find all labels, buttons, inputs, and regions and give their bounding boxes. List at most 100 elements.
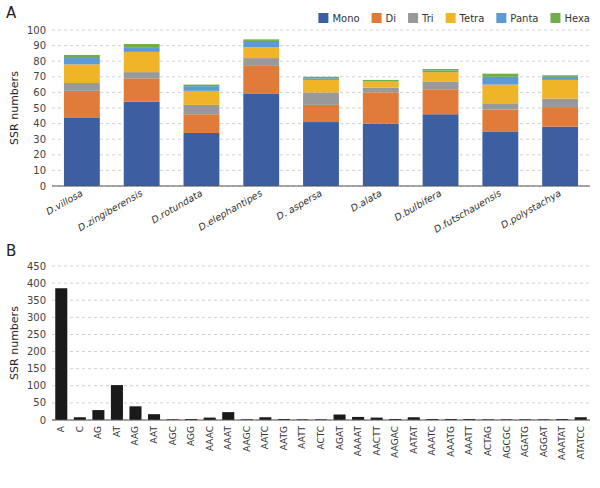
bar [111, 385, 123, 420]
bar-segment [64, 83, 100, 91]
x-tick-label: AGG [186, 426, 196, 446]
bar-segment [184, 133, 220, 186]
bar-segment [363, 80, 399, 82]
x-tick-label: AACTT [372, 426, 382, 456]
legend-swatch [372, 13, 382, 23]
grid-line [52, 351, 590, 352]
y-tick-label: 30 [33, 134, 46, 145]
grid-line [52, 368, 590, 369]
x-tick-label: D.zingiberensis [76, 187, 145, 233]
panel-label: A [6, 4, 17, 22]
bar-segment [423, 71, 459, 73]
grid-line [52, 300, 590, 301]
x-tick-label: AGC [168, 426, 178, 445]
x-tick-label: AATAT [409, 426, 419, 454]
bar-segment [303, 77, 339, 79]
x-tick-label: D.bulbifera [392, 187, 443, 223]
bar-segment [64, 55, 100, 58]
bar [129, 406, 141, 420]
x-tick-label: ACTAG [483, 426, 493, 456]
x-tick-label: D.alata [348, 187, 383, 214]
bar-segment [482, 131, 518, 186]
bar-segment [482, 103, 518, 109]
x-tick-label: AAGAC [390, 426, 400, 458]
legend-swatch [496, 13, 506, 23]
bar-segment [64, 58, 100, 64]
legend-swatch [318, 13, 328, 23]
legend-label: Tri [421, 13, 434, 24]
bar-segment [243, 41, 279, 47]
bar-segment [423, 69, 459, 71]
bar-segment [303, 105, 339, 122]
legend-label: Panta [510, 13, 538, 24]
x-tick-label: D.polystachya [499, 187, 563, 230]
y-tick-label: 90 [33, 40, 46, 51]
x-tick-label: AGCGC [502, 426, 512, 459]
y-tick-label: 250 [27, 329, 46, 340]
x-axis-line [52, 420, 590, 421]
bar-segment [124, 47, 160, 52]
bar-segment [124, 102, 160, 186]
y-tick-label: 450 [27, 261, 46, 272]
x-tick-label: AAATT [464, 425, 474, 455]
x-tick-label: D.futschauensis [432, 187, 503, 234]
bar-segment [303, 122, 339, 186]
figure: A0102030405060708090100SSR numbersD.vill… [0, 0, 600, 488]
bar-segment [243, 58, 279, 66]
x-tick-label: AAAAT [353, 426, 363, 457]
bar-segment [423, 89, 459, 114]
bar-segment [64, 117, 100, 186]
legend: Mono Di Tri Tetra Panta Hexa [318, 13, 590, 24]
bar [334, 415, 346, 420]
bar-segment [482, 74, 518, 77]
bar-segment [243, 47, 279, 58]
y-axis-label: SSR numbers [8, 306, 21, 380]
bar-segment [303, 80, 339, 92]
bar-segment [542, 80, 578, 99]
y-tick-label: 150 [27, 363, 46, 374]
y-tick-label: 10 [33, 165, 46, 176]
bar-segment [124, 52, 160, 72]
bar-segment [363, 88, 399, 93]
bar-segment [423, 114, 459, 186]
bar-segment [542, 127, 578, 186]
x-tick-label: AAATC [427, 426, 437, 456]
bar-segment [542, 108, 578, 127]
bar-segment [542, 75, 578, 77]
bar-segment [482, 110, 518, 132]
x-tick-label: AAGC [242, 426, 252, 452]
grid-line [52, 402, 590, 403]
bar-segment [64, 91, 100, 118]
y-tick-label: 200 [27, 346, 46, 357]
bar-segment [184, 86, 220, 91]
x-tick-label: C [75, 426, 85, 432]
x-tick-label: ATATCC [576, 426, 586, 459]
chart-panel: B050100150200250300350400450SSR numbersA… [6, 242, 590, 460]
y-tick-label: 100 [27, 25, 46, 36]
grid-line [52, 266, 590, 267]
x-tick-label: D.rotundata [149, 187, 204, 225]
grid-line [52, 186, 590, 187]
bar-segment [482, 77, 518, 85]
marks [55, 288, 587, 420]
x-tick-label: AAAC [205, 426, 215, 451]
y-tick-label: 40 [33, 118, 46, 129]
x-tick-label: D.elephantipes [196, 187, 264, 232]
y-tick-label: 50 [33, 103, 46, 114]
x-tick-label: D. aspersa [274, 187, 324, 222]
legend-swatch [408, 13, 418, 23]
grid-line [52, 317, 590, 318]
x-tick-label: D.villosa [44, 187, 85, 217]
legend-label: Tetra [459, 13, 485, 24]
legend-label: Di [386, 13, 396, 24]
bar-segment [243, 66, 279, 94]
legend-label: Hexa [564, 13, 590, 24]
bar-segment [303, 92, 339, 104]
bar-segment [542, 77, 578, 80]
legend-label: Mono [332, 13, 359, 24]
x-tick-label: AAT [149, 426, 159, 444]
bar-segment [64, 64, 100, 83]
x-axis-line [52, 186, 590, 187]
y-axis-label: SSR numbers [8, 71, 21, 145]
x-tick-label: AAATG [446, 426, 456, 457]
